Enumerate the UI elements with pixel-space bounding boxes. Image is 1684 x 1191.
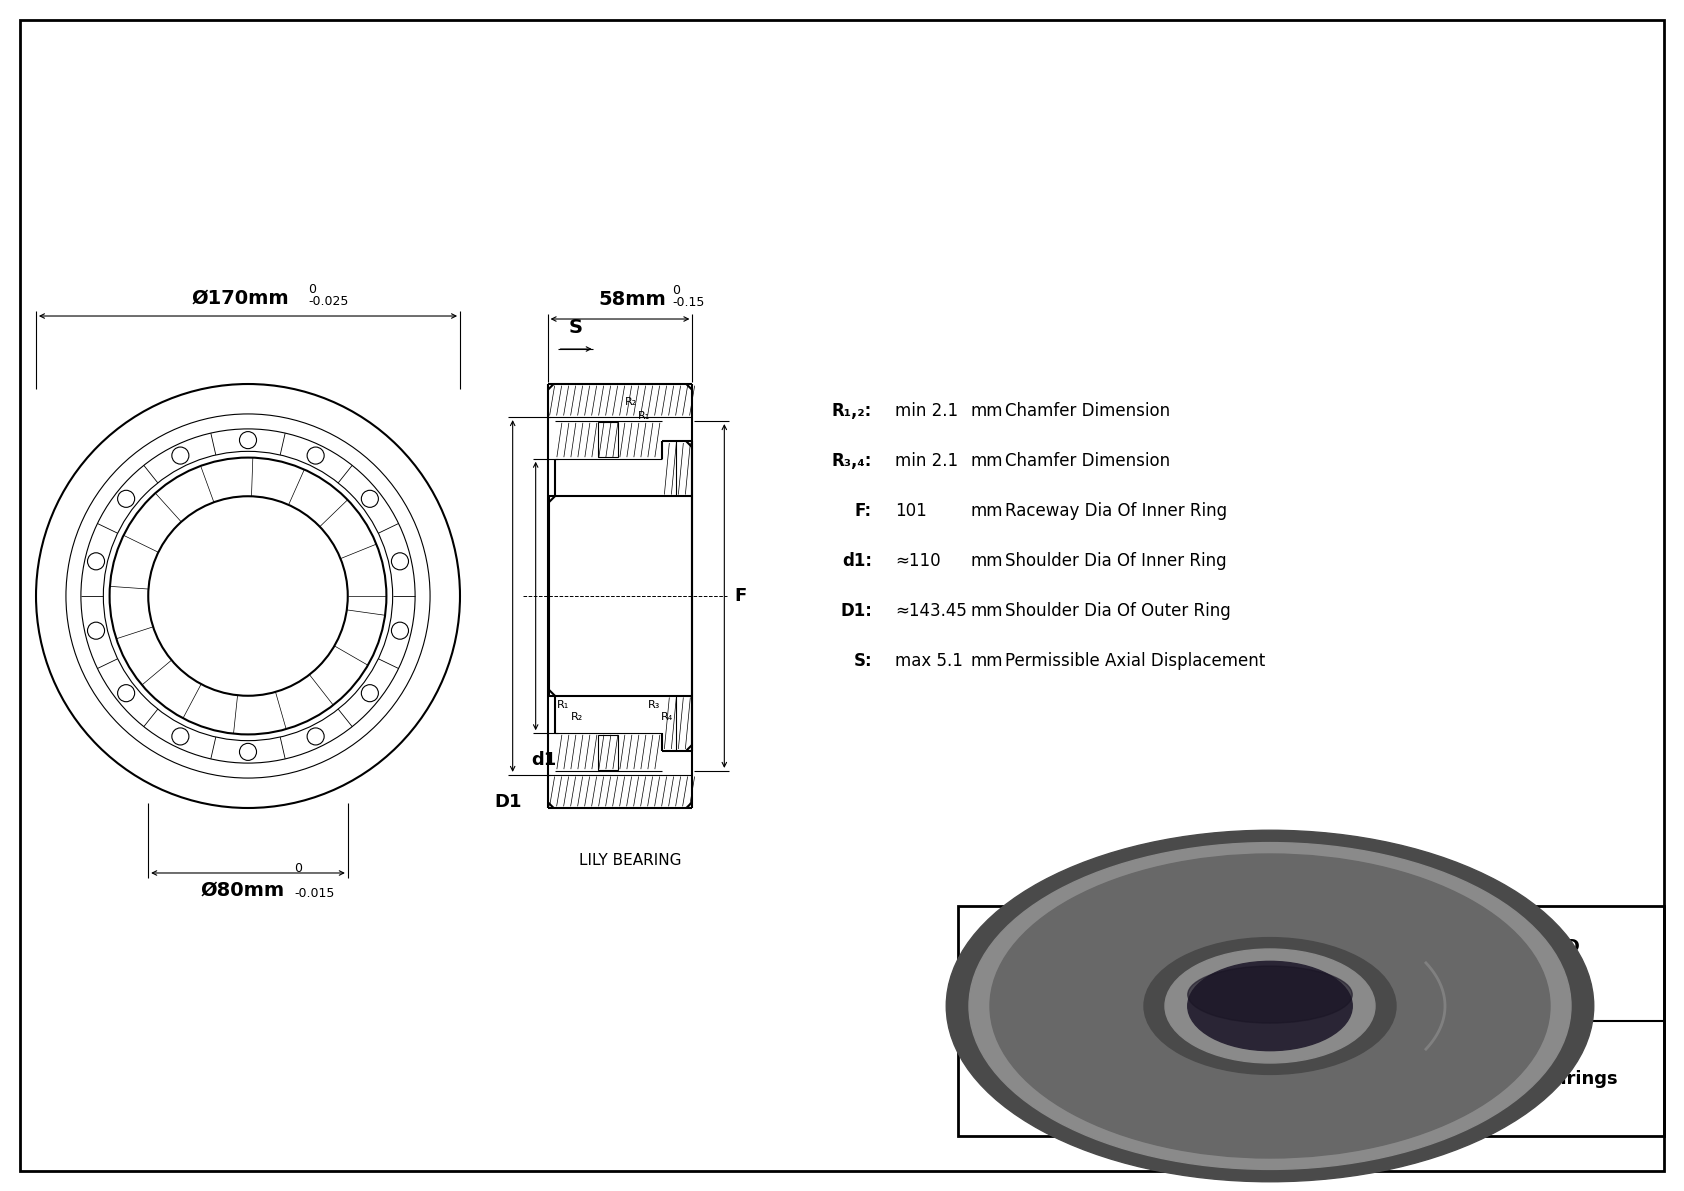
Text: Email: lilybearing@lily-bearing.com: Email: lilybearing@lily-bearing.com <box>1275 972 1546 987</box>
Text: Ø80mm: Ø80mm <box>200 881 285 900</box>
Ellipse shape <box>1095 911 1445 1100</box>
Ellipse shape <box>1187 961 1352 1050</box>
Text: 0: 0 <box>295 862 301 875</box>
Text: Chamfer Dimension: Chamfer Dimension <box>1005 453 1170 470</box>
Text: ®: ® <box>1096 935 1115 953</box>
Bar <box>958 906 1664 1136</box>
Text: D1:: D1: <box>840 601 872 621</box>
Text: mm: mm <box>970 453 1002 470</box>
Text: SHANGHAI LILY BEARING LIMITED: SHANGHAI LILY BEARING LIMITED <box>1243 939 1580 956</box>
Text: S: S <box>568 318 583 337</box>
Text: d1:: d1: <box>842 551 872 570</box>
Text: min 2.1: min 2.1 <box>894 403 958 420</box>
Text: Shoulder Dia Of Inner Ring: Shoulder Dia Of Inner Ring <box>1005 551 1226 570</box>
Text: 58mm: 58mm <box>598 291 665 308</box>
Text: Permissible Axial Displacement: Permissible Axial Displacement <box>1005 651 1265 671</box>
Text: F: F <box>734 587 746 605</box>
Text: Ø170mm: Ø170mm <box>192 289 290 308</box>
Text: R₂: R₂ <box>571 712 583 722</box>
Text: Raceway Dia Of Inner Ring: Raceway Dia Of Inner Ring <box>1005 501 1228 520</box>
Text: -0.15: -0.15 <box>672 297 704 308</box>
Text: D1: D1 <box>493 793 522 811</box>
Text: mm: mm <box>970 403 1002 420</box>
Text: R₃: R₃ <box>647 700 660 710</box>
Text: Chamfer Dimension: Chamfer Dimension <box>1005 403 1170 420</box>
Text: ≈143.45: ≈143.45 <box>894 601 967 621</box>
Ellipse shape <box>946 830 1593 1181</box>
Text: ≈110: ≈110 <box>894 551 941 570</box>
Ellipse shape <box>968 842 1571 1170</box>
Text: -0.015: -0.015 <box>295 887 335 900</box>
Text: min 2.1: min 2.1 <box>894 453 958 470</box>
Text: S:: S: <box>854 651 872 671</box>
Bar <box>598 422 618 457</box>
Ellipse shape <box>1143 937 1396 1074</box>
Text: Shoulder Dia Of Outer Ring: Shoulder Dia Of Outer Ring <box>1005 601 1231 621</box>
Text: 101: 101 <box>894 501 926 520</box>
Text: 0: 0 <box>672 283 680 297</box>
Text: LILY: LILY <box>999 942 1098 985</box>
Ellipse shape <box>1165 949 1376 1064</box>
Text: d1: d1 <box>530 752 556 769</box>
Bar <box>598 735 618 769</box>
Text: mm: mm <box>970 501 1002 520</box>
Ellipse shape <box>1187 966 1352 1023</box>
Text: R₄: R₄ <box>660 712 672 722</box>
Text: R₁: R₁ <box>638 411 650 420</box>
Text: mm: mm <box>970 651 1002 671</box>
Text: R₃,₄:: R₃,₄: <box>832 453 872 470</box>
Text: mm: mm <box>970 601 1002 621</box>
Text: R₂: R₂ <box>625 397 637 407</box>
Text: LILY BEARING: LILY BEARING <box>579 853 682 868</box>
Text: NJ 2316 ECML Cylindrical Roller Bearings: NJ 2316 ECML Cylindrical Roller Bearings <box>1204 1070 1617 1087</box>
Text: F:: F: <box>855 501 872 520</box>
Text: -0.025: -0.025 <box>308 295 349 308</box>
Ellipse shape <box>990 854 1549 1158</box>
Text: 0: 0 <box>308 283 317 297</box>
Text: mm: mm <box>970 551 1002 570</box>
Text: R₁,₂:: R₁,₂: <box>832 403 872 420</box>
Text: Part
Numbe: Part Numbe <box>1027 1059 1088 1098</box>
Polygon shape <box>1095 911 1270 1139</box>
Ellipse shape <box>1095 949 1445 1139</box>
Text: R₁: R₁ <box>557 700 569 710</box>
Text: max 5.1: max 5.1 <box>894 651 963 671</box>
